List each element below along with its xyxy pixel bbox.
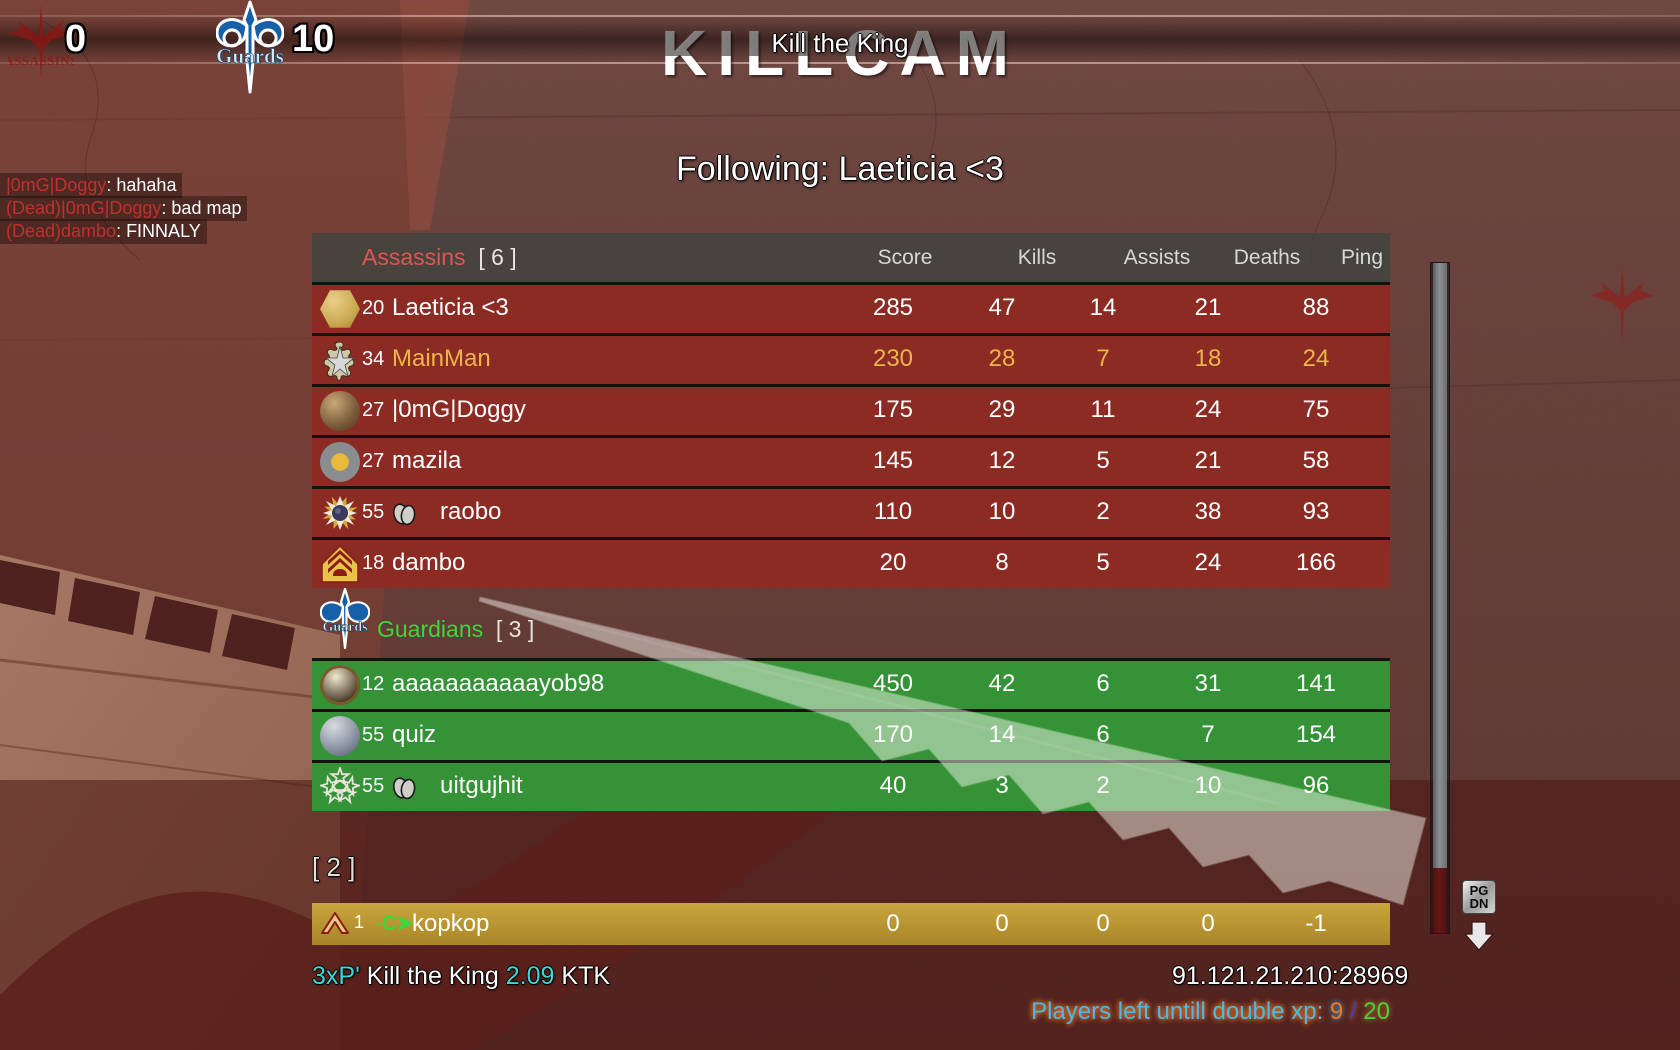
svg-text:Guards: Guards: [322, 620, 368, 635]
svg-text:Guards: Guards: [216, 44, 284, 68]
